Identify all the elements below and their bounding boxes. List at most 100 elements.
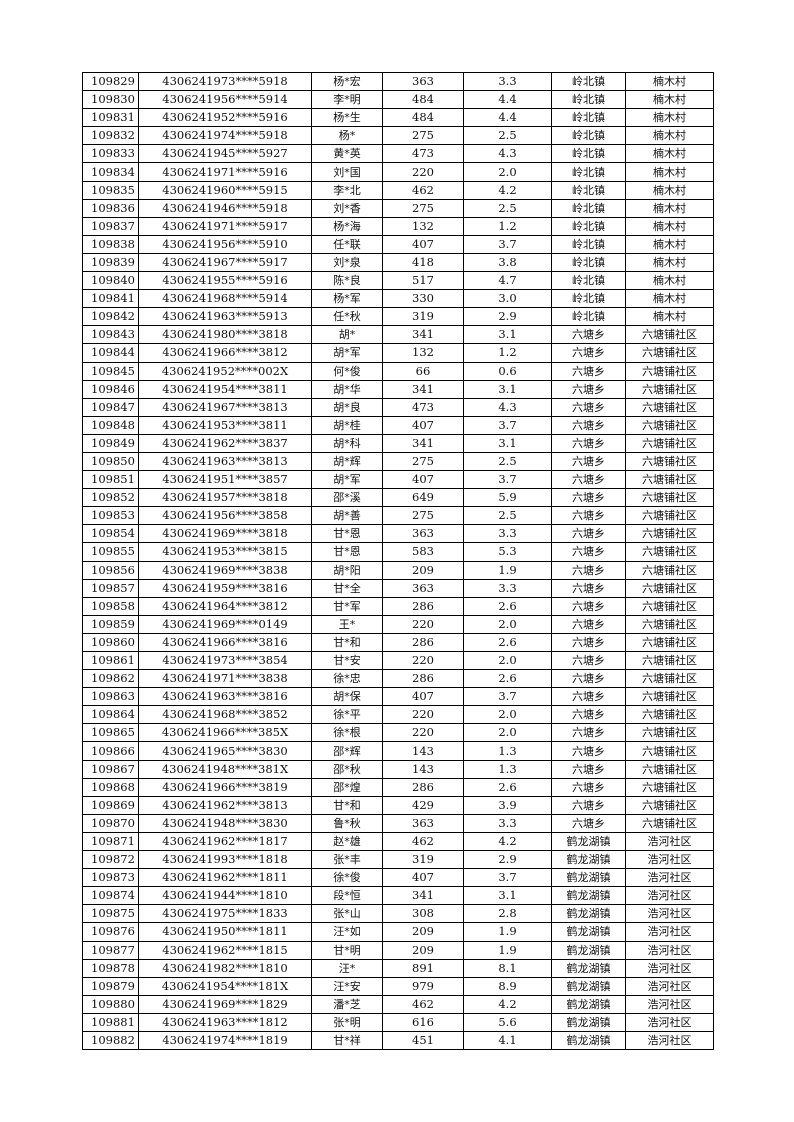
cell-record-id: 109868 (82, 777, 139, 797)
cell-record-id: 109882 (82, 1030, 139, 1051)
cell-record-id: 109849 (82, 433, 139, 453)
cell-id-number: 4306241971****3838 (138, 669, 312, 689)
cell-amount: 209 (382, 560, 464, 580)
cell-name: 徐*忠 (311, 669, 383, 689)
cell-value: 4.4 (463, 108, 552, 128)
cell-value: 3.3 (463, 813, 552, 833)
cell-amount: 473 (382, 397, 464, 417)
cell-id-number: 4306241974****5918 (138, 126, 312, 146)
cell-record-id: 109879 (82, 976, 139, 996)
cell-value: 3.0 (463, 289, 552, 309)
cell-name: 甘*和 (311, 632, 383, 653)
cell-name: 邵*煌 (311, 777, 383, 797)
cell-town: 六塘乡 (551, 542, 626, 562)
table-row: 109882 4306241974****1819 甘*祥 451 4.1 鹤龙湖镇 浩河社… (82, 1030, 714, 1051)
cell-record-id: 109835 (82, 180, 139, 200)
cell-town: 六塘乡 (551, 759, 626, 779)
table-row: 109836 4306241946****5918 刘*香 275 2.5 岭北镇 楠木村 (82, 198, 714, 218)
cell-town: 鹤龙湖镇 (551, 1030, 626, 1051)
cell-amount: 143 (382, 759, 464, 779)
cell-amount: 330 (382, 289, 464, 309)
cell-value: 3.1 (463, 379, 552, 399)
cell-record-id: 109833 (82, 144, 139, 164)
cell-record-id: 109837 (82, 216, 139, 236)
cell-amount: 363 (382, 578, 464, 598)
cell-id-number: 4306241954****181X (138, 976, 312, 996)
cell-value: 1.9 (463, 560, 552, 580)
table-row: 109842 4306241963****5913 任*秋 319 2.9 岭北镇 楠木村 (82, 307, 714, 327)
cell-town: 六塘乡 (551, 596, 626, 616)
cell-value: 1.9 (463, 922, 552, 942)
cell-amount: 407 (382, 868, 464, 888)
table-row: 109858 4306241964****3812 甘*军 286 2.6 六塘乡 六塘铺社… (82, 596, 714, 616)
cell-id-number: 4306241962****1815 (138, 940, 312, 960)
cell-record-id: 109864 (82, 705, 139, 725)
cell-village: 浩河社区 (625, 831, 714, 852)
cell-id-number: 4306241962****3813 (138, 795, 312, 815)
table-row: 109848 4306241953****3811 胡*桂 407 3.7 六塘乡 六塘铺社… (82, 415, 714, 435)
cell-town: 岭北镇 (551, 198, 626, 218)
cell-amount: 220 (382, 650, 464, 671)
cell-village: 六塘铺社区 (625, 451, 714, 472)
cell-town: 岭北镇 (551, 307, 626, 327)
cell-town: 鹤龙湖镇 (551, 1012, 626, 1032)
cell-name: 何*俊 (311, 361, 383, 381)
cell-amount: 418 (382, 252, 464, 273)
table-row: 109872 4306241993****1818 张*丰 319 2.9 鹤龙湖镇 浩河社… (82, 850, 714, 870)
cell-record-id: 109857 (82, 578, 139, 598)
cell-value: 4.3 (463, 144, 552, 164)
cell-name: 胡*军 (311, 470, 383, 490)
cell-record-id: 109846 (82, 379, 139, 399)
cell-town: 六塘乡 (551, 741, 626, 761)
cell-town: 六塘乡 (551, 632, 626, 653)
cell-value: 2.0 (463, 614, 552, 634)
cell-town: 六塘乡 (551, 669, 626, 689)
cell-town: 鹤龙湖镇 (551, 904, 626, 924)
cell-amount: 275 (382, 198, 464, 218)
cell-value: 8.9 (463, 976, 552, 996)
cell-record-id: 109867 (82, 759, 139, 779)
cell-village: 六塘铺社区 (625, 361, 714, 381)
cell-village: 楠木村 (625, 180, 714, 200)
cell-village: 六塘铺社区 (625, 741, 714, 761)
cell-value: 3.7 (463, 234, 552, 254)
cell-town: 六塘乡 (551, 325, 626, 345)
cell-value: 3.7 (463, 415, 552, 435)
cell-id-number: 4306241952****002X (138, 361, 312, 381)
cell-town: 六塘乡 (551, 361, 626, 381)
cell-id-number: 4306241954****3811 (138, 379, 312, 399)
cell-amount: 286 (382, 596, 464, 616)
cell-record-id: 109850 (82, 451, 139, 472)
cell-name: 甘*安 (311, 650, 383, 671)
cell-id-number: 4306241971****5916 (138, 162, 312, 182)
cell-value: 3.8 (463, 252, 552, 273)
cell-record-id: 109836 (82, 198, 139, 218)
cell-record-id: 109875 (82, 904, 139, 924)
cell-record-id: 109860 (82, 632, 139, 653)
cell-amount: 363 (382, 813, 464, 833)
cell-village: 浩河社区 (625, 868, 714, 888)
cell-town: 六塘乡 (551, 777, 626, 797)
cell-name: 胡* (311, 325, 383, 345)
cell-record-id: 109845 (82, 361, 139, 381)
cell-value: 3.1 (463, 886, 552, 906)
cell-record-id: 109840 (82, 271, 139, 291)
cell-id-number: 4306241969****1829 (138, 994, 312, 1014)
cell-name: 刘*泉 (311, 252, 383, 273)
cell-amount: 275 (382, 126, 464, 146)
cell-town: 岭北镇 (551, 216, 626, 236)
cell-value: 4.2 (463, 831, 552, 852)
table-row: 109845 4306241952****002X 何*俊 66 0.6 六塘乡 六塘铺社区 (82, 361, 714, 381)
cell-id-number: 4306241951****3857 (138, 470, 312, 490)
cell-record-id: 109841 (82, 289, 139, 309)
table-row: 109876 4306241950****1811 汪*如 209 1.9 鹤龙湖镇 浩河社… (82, 922, 714, 942)
cell-name: 甘*全 (311, 578, 383, 598)
table-row: 109851 4306241951****3857 胡*军 407 3.7 六塘乡 六塘铺社… (82, 470, 714, 490)
cell-amount: 649 (382, 488, 464, 508)
cell-value: 2.6 (463, 777, 552, 797)
cell-village: 六塘铺社区 (625, 433, 714, 453)
cell-id-number: 4306241956****5910 (138, 234, 312, 254)
cell-record-id: 109858 (82, 596, 139, 616)
cell-value: 2.9 (463, 307, 552, 327)
table-row: 109839 4306241967****5917 刘*泉 418 3.8 岭北镇 楠木村 (82, 252, 714, 273)
